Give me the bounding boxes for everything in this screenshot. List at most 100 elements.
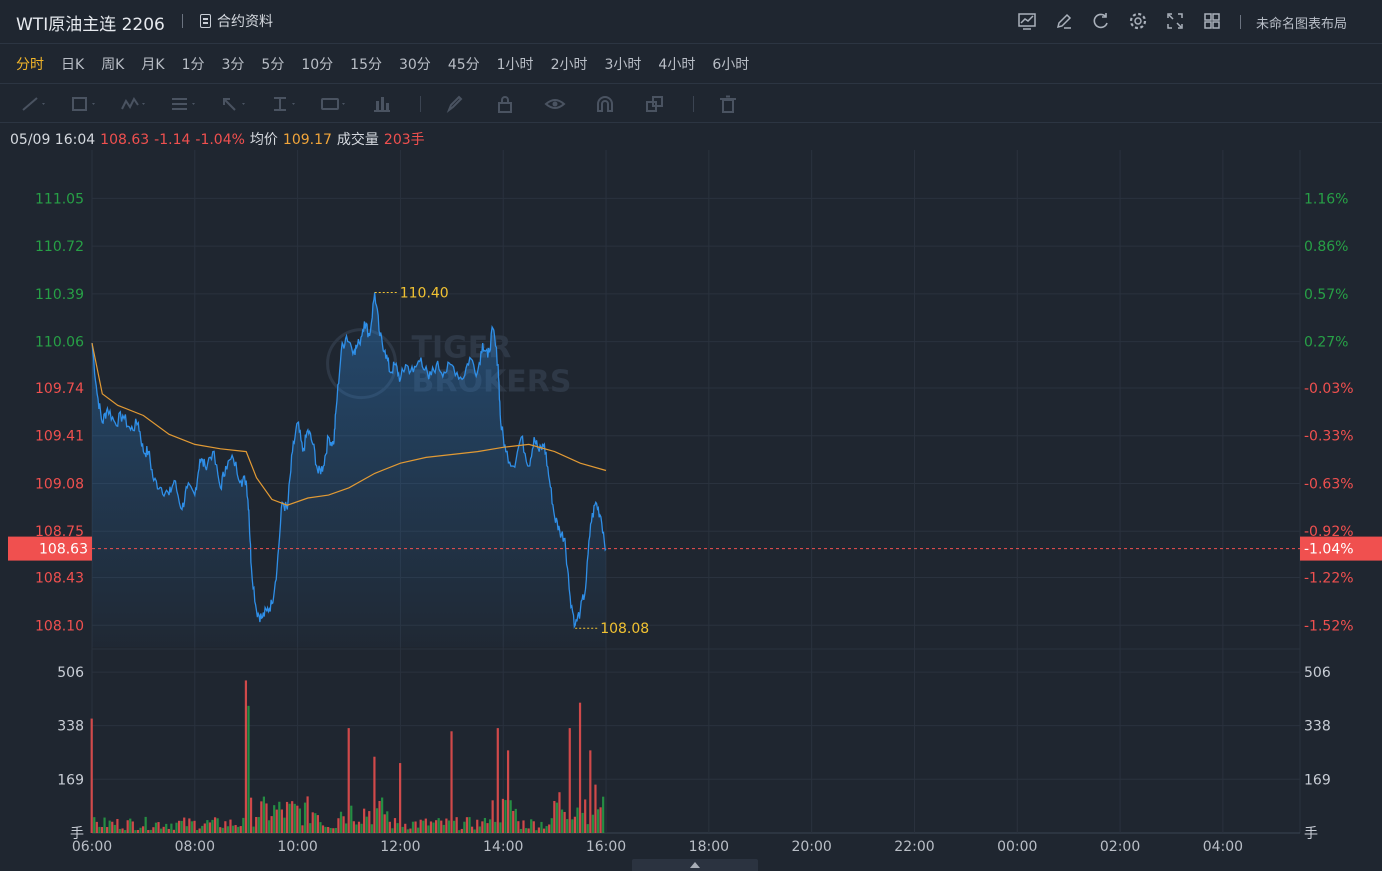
period-tab[interactable]: 6小时 — [712, 57, 750, 73]
volume-bar — [383, 814, 386, 833]
volume-bar — [165, 823, 168, 833]
intraday-chart[interactable]: 06:00 08:00 10:00 12:00 14:00 16:00 18:00 20:00… — [0, 150, 1382, 858]
volume-bar — [411, 821, 415, 833]
price-tick-label: 110.06 — [35, 335, 84, 351]
volume-bar — [501, 798, 505, 833]
brush-icon[interactable] — [443, 95, 471, 113]
arrow-tool-icon[interactable] — [220, 95, 248, 113]
volume-bar — [185, 826, 188, 833]
volume-bar — [437, 818, 440, 833]
volume-bar — [195, 830, 199, 833]
volume-bar — [283, 817, 286, 833]
volume-bar — [316, 815, 319, 833]
volume-bar — [555, 802, 559, 833]
eye-icon[interactable] — [543, 95, 571, 113]
volume-bar — [453, 820, 456, 833]
volume-bar — [596, 809, 600, 833]
layout-selector[interactable]: 未命名图表布局 — [1256, 17, 1348, 32]
period-tab[interactable]: 30分 — [398, 57, 431, 73]
volume-bar — [476, 819, 479, 833]
volume-bar — [265, 803, 268, 833]
line-tool-icon[interactable] — [20, 95, 48, 113]
pct-tick-label: -1.22% — [1304, 571, 1354, 587]
top-toolbar — [1016, 10, 1222, 31]
period-tab[interactable]: 分时 — [16, 57, 44, 73]
volume-bar — [540, 821, 543, 833]
period-tab[interactable]: 2小时 — [550, 57, 588, 73]
period-tab[interactable]: 月K — [141, 57, 165, 73]
volume-bar — [301, 825, 304, 833]
volume-bar — [280, 809, 283, 833]
volume-bar — [496, 728, 499, 833]
lock-icon[interactable] — [493, 95, 521, 113]
period-tab[interactable]: 5分 — [261, 57, 285, 73]
price-tick-label: 111.05 — [35, 191, 84, 207]
instrument-title[interactable]: WTI原油主连 2206 — [16, 15, 165, 35]
volume-bar — [357, 821, 361, 833]
volume-bar — [95, 821, 98, 833]
volume-bar — [486, 823, 489, 833]
price-line — [91, 292, 607, 629]
divider — [420, 95, 421, 112]
quote-price: 108.63 — [100, 132, 150, 148]
volume-bar — [393, 818, 397, 833]
volume-bar — [599, 807, 602, 833]
volume-bar — [396, 823, 399, 833]
bar-tool-icon[interactable] — [370, 95, 398, 113]
draw-icon[interactable] — [1053, 10, 1074, 31]
volume-bar — [545, 826, 548, 833]
text-tool-icon[interactable] — [320, 95, 348, 113]
pct-tick-label: 1.16% — [1304, 191, 1348, 207]
volume-bar — [311, 812, 314, 833]
layers-icon[interactable] — [643, 95, 671, 113]
volume-bar — [224, 821, 227, 833]
trash-icon[interactable] — [716, 95, 744, 113]
period-tab[interactable]: 1分 — [181, 57, 205, 73]
collapse-panel-handle[interactable] — [632, 859, 758, 871]
price-tick-label: 110.72 — [35, 239, 84, 255]
period-tab[interactable]: 45分 — [447, 57, 480, 73]
volume-bar — [273, 805, 276, 833]
volume-tick-label: 手 — [70, 826, 84, 842]
fullscreen-icon[interactable] — [1164, 10, 1185, 31]
volume-bar — [124, 830, 127, 833]
fib-tool-icon[interactable] — [170, 95, 198, 113]
volume-bar — [499, 822, 502, 833]
wave-tool-icon[interactable] — [120, 95, 148, 113]
grid-layout-icon[interactable] — [1201, 10, 1222, 31]
volume-bar — [442, 824, 445, 833]
x-tick-label: 12:00 — [380, 839, 420, 855]
contract-info-button[interactable]: 合约资料 — [200, 11, 273, 31]
quote-change: -1.14 — [154, 132, 191, 148]
x-tick-label: 14:00 — [483, 839, 523, 855]
period-tab[interactable]: 4小时 — [658, 57, 696, 73]
period-tab[interactable]: 3小时 — [604, 57, 642, 73]
volume-bar — [327, 826, 330, 833]
period-tab[interactable]: 1小时 — [496, 57, 534, 73]
x-tick-label: 10:00 — [277, 839, 317, 855]
period-tab[interactable]: 周K — [101, 57, 125, 73]
avg-price-line — [91, 342, 607, 506]
x-tick-label: 04:00 — [1203, 839, 1243, 855]
period-tab[interactable]: 15分 — [350, 57, 382, 73]
volume-bar — [211, 819, 214, 833]
refresh-icon[interactable] — [1090, 10, 1111, 31]
measure-tool-icon[interactable] — [270, 95, 298, 113]
period-tab[interactable]: 3分 — [221, 57, 245, 73]
volume-bar — [136, 829, 140, 833]
volume-bar — [167, 828, 170, 833]
indicator-icon[interactable] — [1016, 10, 1037, 31]
x-tick-label: 18:00 — [689, 839, 729, 855]
volume-bar — [345, 823, 348, 833]
volume-bar — [373, 756, 376, 833]
volume-tick-label: 手 — [1304, 826, 1318, 842]
quote-info-line: 05/09 16:04 108.63 -1.14 -1.04% 均价 109.17 成交量 2… — [10, 129, 430, 149]
volume-bar — [285, 801, 289, 833]
volume-bar — [409, 828, 412, 833]
magnet-icon[interactable] — [593, 95, 621, 113]
gear-icon[interactable] — [1127, 10, 1148, 31]
x-tick-label: 08:00 — [175, 839, 215, 855]
period-tab[interactable]: 日K — [61, 57, 85, 73]
rect-tool-icon[interactable] — [70, 95, 98, 113]
period-tab[interactable]: 10分 — [301, 57, 334, 73]
